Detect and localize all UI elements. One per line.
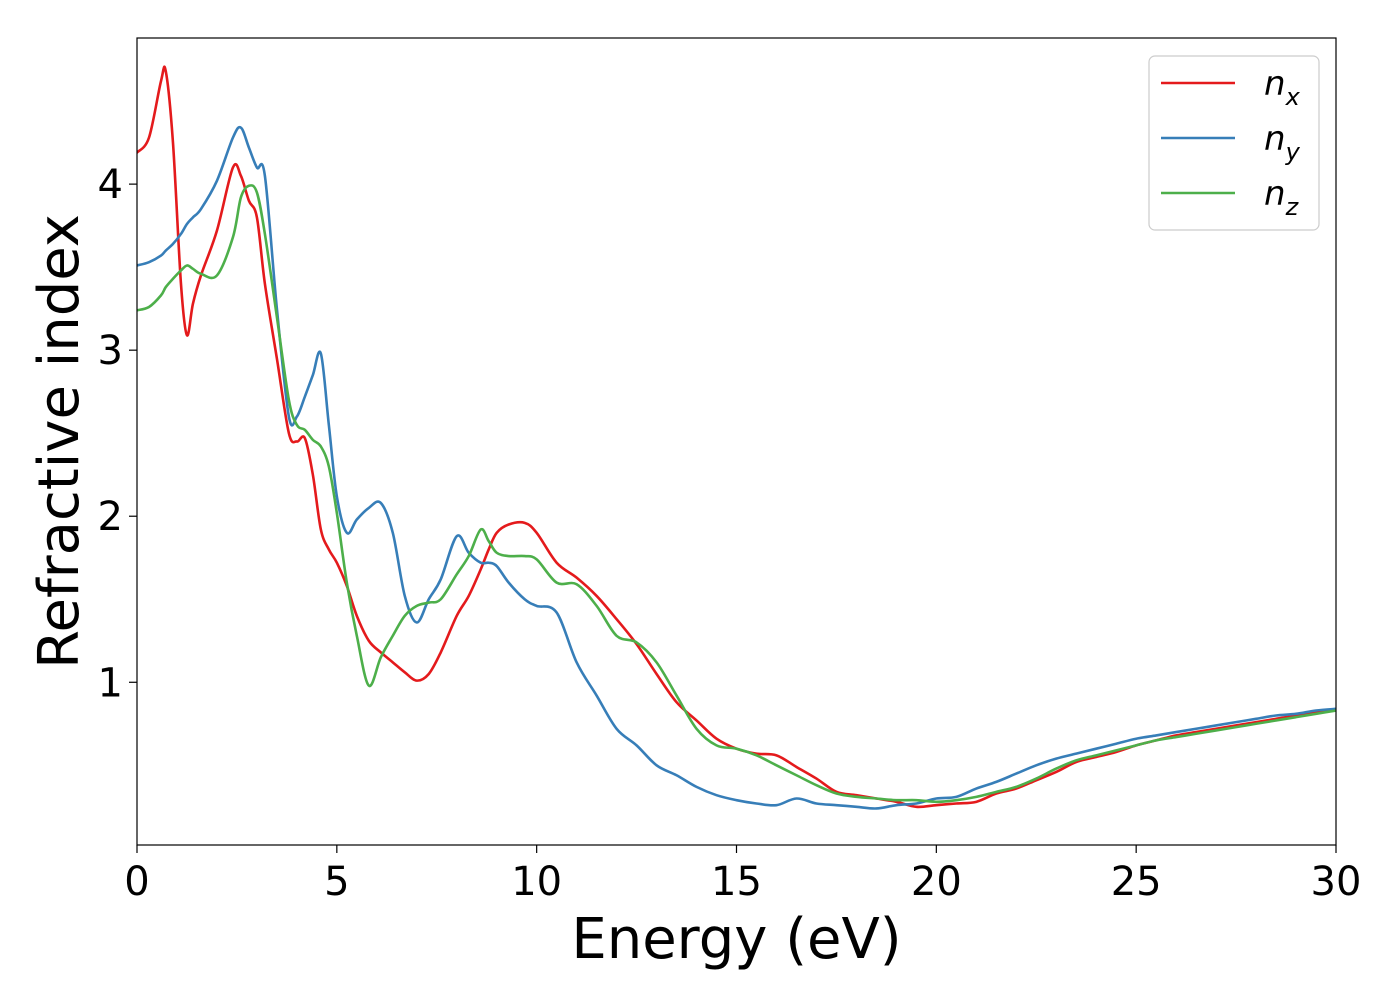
legend-box [1148,55,1320,231]
y-axis: 1 2 3 4 [98,162,137,706]
series-line-n_z [137,184,1336,804]
x-tick-label: 5 [324,859,349,905]
legend-label-n_y: ny [1264,119,1301,166]
legend-label-n_z: nz [1264,174,1300,221]
y-tick-label: 2 [98,494,123,540]
x-tick-label: 30 [1311,859,1362,905]
legend: nx ny nz [1148,55,1320,231]
y-axis-label: Refractive index [27,214,92,669]
x-tick-label: 20 [911,859,962,905]
x-tick-label: 15 [711,859,762,905]
x-tick-label: 10 [511,859,562,905]
x-tick-label: 0 [124,859,149,905]
series-line-n_y [137,125,1336,810]
series-layer [137,65,1336,810]
series-line-n_x [137,65,1336,809]
y-tick-label: 4 [98,162,123,208]
x-tick-label: 25 [1111,859,1162,905]
y-tick-label: 3 [98,328,123,374]
x-axis: 0 5 10 15 20 25 30 [124,845,1361,905]
legend-label-n_x: nx [1264,64,1301,111]
y-tick-label: 1 [98,660,123,706]
x-axis-label: Energy (eV) [571,907,901,972]
